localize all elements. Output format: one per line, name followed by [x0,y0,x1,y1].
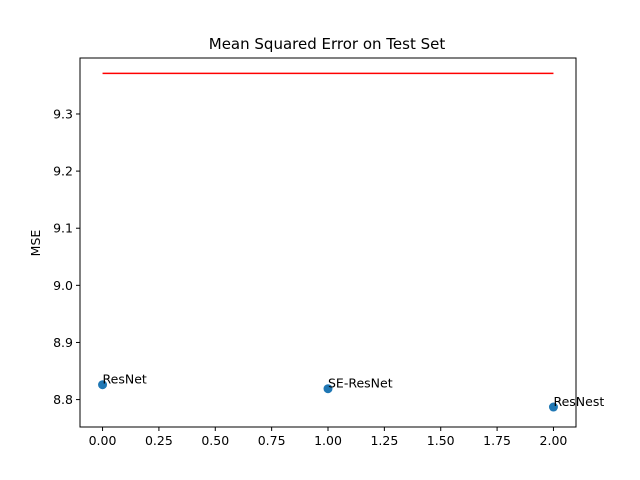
y-tick-label-4: 9.2 [53,164,73,179]
x-tick-label-2: 0.50 [201,433,229,448]
scatter-point-2 [548,402,558,412]
x-tick-label-1: 0.25 [145,433,173,448]
point-annotation-2: ResNest [553,394,604,409]
point-annotation-0: ResNet [103,372,147,387]
y-tick-label-0: 8.8 [53,392,73,407]
x-tick-label-4: 1.00 [314,433,342,448]
plot-area: 0.00 0.25 0.50 0.75 1.00 1.25 1.50 1.75 2.00 8.8 8… [53,72,604,448]
point-annotation-1: SE-ResNet [328,376,393,391]
x-tick-label-7: 1.75 [483,433,511,448]
x-tick-label-0: 0.00 [89,433,117,448]
x-tick-label-5: 1.25 [370,433,398,448]
chart-title: Mean Squared Error on Test Set [209,35,446,53]
scatter-point-0 [98,380,108,390]
y-axis-label: MSE [28,230,43,257]
y-tick-label-5: 9.3 [53,106,73,121]
x-tick-label-8: 2.00 [540,433,568,448]
x-tick-label-3: 0.75 [258,433,286,448]
x-tick-label-6: 1.50 [427,433,455,448]
scatter-point-1 [323,384,333,394]
y-tick-label-2: 9.0 [53,278,73,293]
y-tick-label-3: 9.1 [53,221,73,236]
axes-frame [79,57,577,428]
y-tick-label-1: 8.9 [53,335,73,350]
